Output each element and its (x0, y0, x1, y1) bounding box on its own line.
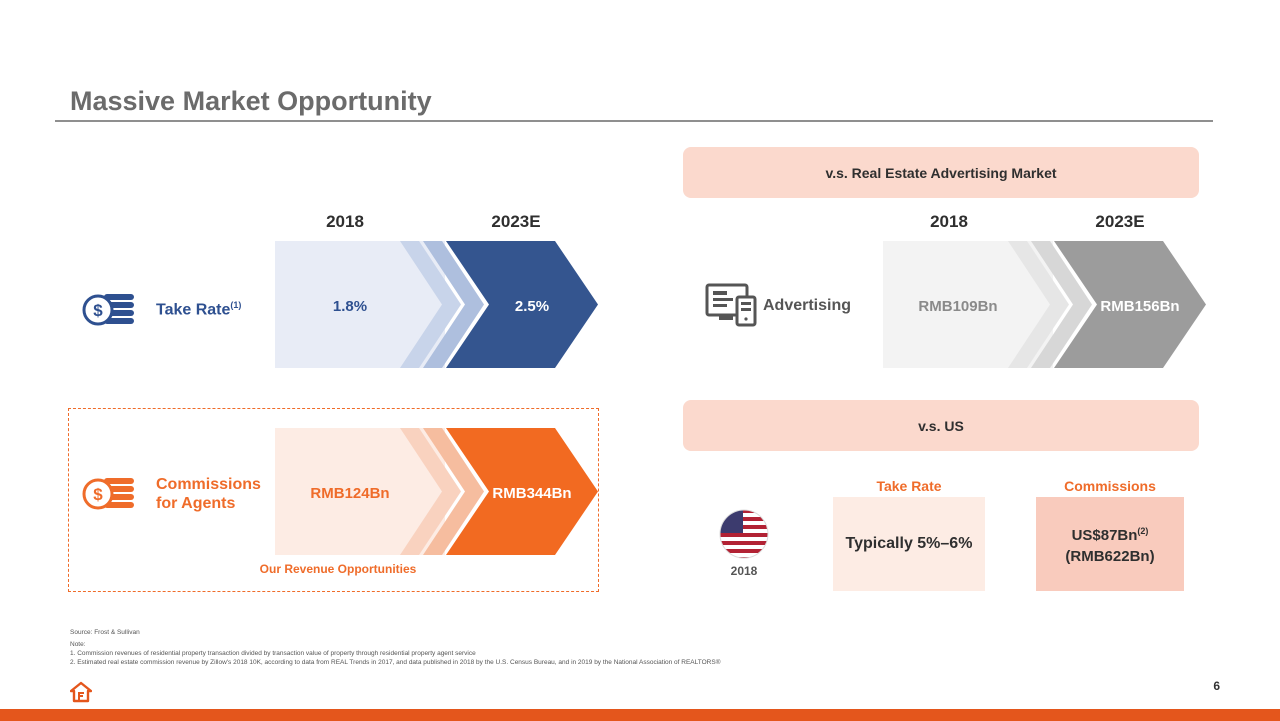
advertising-2018-value: RMB109Bn (918, 298, 998, 315)
company-logo-icon (70, 681, 92, 703)
commissions-2018-value: RMB124Bn (310, 485, 390, 502)
us-take-rate-value: Typically 5%–6% (833, 497, 985, 591)
advertising-devices-icon (705, 283, 757, 327)
bottom-accent-bar (0, 709, 1280, 721)
take-rate-2018-value: 1.8% (332, 298, 368, 315)
page-number: 6 (1213, 679, 1220, 693)
advertising-2023e-value: RMB156Bn (1100, 298, 1180, 315)
us-header: v.s. US (683, 400, 1199, 451)
commissions-chevrons (275, 428, 598, 555)
us-commissions-title: Commissions (1064, 478, 1156, 494)
chevron-stripe (423, 241, 484, 368)
chevron-stripe (423, 428, 484, 555)
revenue-opportunities-box (68, 408, 599, 592)
take-rate-2023e-chevron (446, 241, 598, 368)
us-take-rate-title: Take Rate (876, 478, 942, 494)
title-divider (55, 120, 1213, 122)
right-year-2023e: 2023E (1095, 212, 1145, 231)
commissions-2023e-chevron (446, 428, 598, 555)
chevron-stripe (1008, 241, 1069, 368)
commissions-2023e-value: RMB344Bn (492, 485, 572, 502)
chevron-stripe (1031, 241, 1092, 368)
coins-icon: $ (82, 294, 134, 326)
advertising-market-header: v.s. Real Estate Advertising Market (683, 147, 1199, 198)
advertising-2023e-chevron (1054, 241, 1206, 368)
footnote-2: 2. Estimated real estate commission reve… (70, 659, 721, 666)
us-flag-icon (719, 509, 769, 559)
chevron-stripe (400, 241, 461, 368)
advertising-chevrons (883, 241, 1206, 368)
coins-icon: $ (82, 478, 134, 510)
take-rate-chevrons (275, 241, 598, 368)
advertising-label: Advertising (763, 297, 852, 314)
left-year-2018: 2018 (326, 212, 364, 231)
left-year-2023e: 2023E (491, 212, 541, 231)
revenue-opportunities-caption: Our Revenue Opportunities (259, 562, 417, 576)
svg-text:$: $ (93, 485, 103, 504)
svg-text:$: $ (93, 301, 103, 320)
chevron-stripe (400, 428, 461, 555)
take-rate-label: Take Rate(1) (156, 300, 242, 319)
us-commissions-value: US$87Bn(2) (RMB622Bn) (1036, 497, 1184, 591)
footnote-note: Note: (70, 641, 86, 648)
commissions-label: Commissions for Agents (156, 476, 261, 512)
page-title: Massive Market Opportunity (70, 86, 432, 116)
take-rate-2023e-value: 2.5% (514, 298, 550, 315)
right-year-2018: 2018 (930, 212, 968, 231)
footnote-1: 1. Commission revenues of residential pr… (70, 650, 476, 657)
footnote-source: Source: Frost & Sullivan (70, 629, 140, 636)
us-year: 2018 (730, 564, 758, 578)
